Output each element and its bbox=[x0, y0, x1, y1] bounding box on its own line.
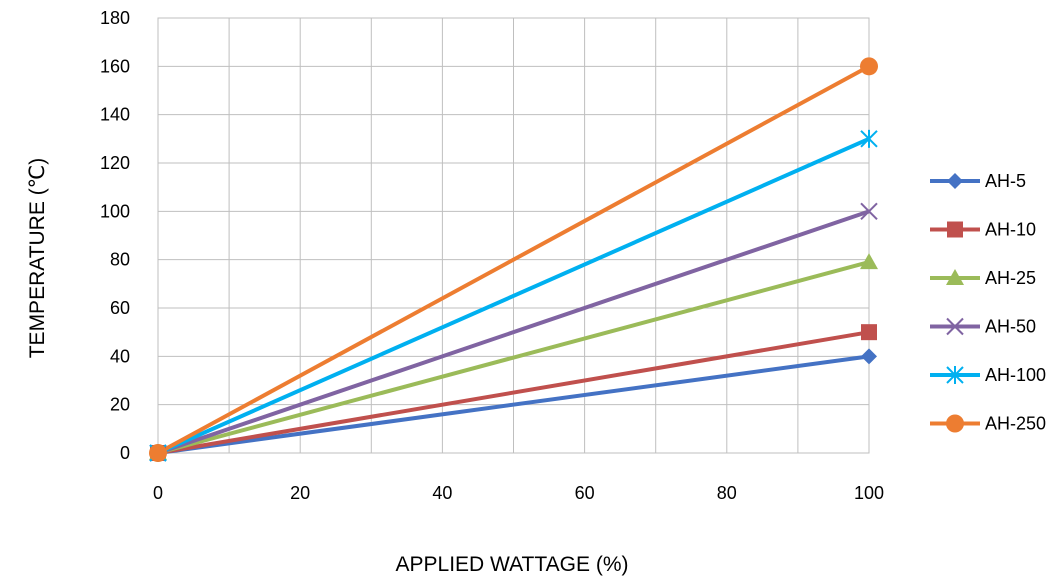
legend-label: AH-100 bbox=[985, 365, 1046, 385]
y-tick-label: 140 bbox=[100, 105, 130, 125]
data-point-ah-250 bbox=[149, 444, 167, 462]
x-tick-label: 100 bbox=[854, 483, 884, 503]
series-line-ah-50 bbox=[157, 209, 870, 455]
legend-label: AH-5 bbox=[985, 171, 1026, 191]
y-tick-label: 20 bbox=[110, 395, 130, 415]
legend-marker bbox=[947, 173, 963, 189]
data-point-ah-5 bbox=[861, 348, 877, 365]
legend-label: AH-50 bbox=[985, 317, 1036, 337]
series-line-ah-5 bbox=[157, 354, 870, 455]
data-point-ah-50 bbox=[860, 202, 878, 221]
grid bbox=[157, 17, 870, 454]
legend-item-ah-10: AH-10 bbox=[930, 220, 1036, 240]
y-tick-label: 120 bbox=[100, 153, 130, 173]
plot-area-border bbox=[157, 17, 870, 454]
y-tick-label: 160 bbox=[100, 56, 130, 76]
y-tick-label: 40 bbox=[110, 346, 130, 366]
legend-item-ah-25: AH-25 bbox=[930, 268, 1036, 288]
legend-label: AH-250 bbox=[985, 414, 1046, 434]
data-point-ah-250 bbox=[860, 57, 878, 76]
legend-marker bbox=[946, 317, 964, 336]
y-axis-title: TEMPERATURE (℃) bbox=[26, 158, 49, 359]
legend-marker bbox=[947, 221, 963, 238]
series-line-ah-250 bbox=[157, 64, 870, 455]
legend-item-ah-5: AH-5 bbox=[930, 171, 1026, 191]
data-point-ah-10 bbox=[861, 324, 877, 341]
x-tick-label: 0 bbox=[153, 483, 163, 503]
legend-item-ah-50: AH-50 bbox=[930, 317, 1036, 337]
series-line-ah-25 bbox=[157, 260, 870, 455]
x-tick-label: 80 bbox=[717, 483, 737, 503]
y-tick-label: 60 bbox=[110, 298, 130, 318]
y-tick-label: 80 bbox=[110, 250, 130, 270]
legend-marker bbox=[946, 414, 964, 433]
data-point-ah-25 bbox=[860, 253, 878, 270]
series-line-ah-10 bbox=[157, 330, 870, 455]
legend-marker bbox=[946, 269, 964, 285]
axes: 0 20 40 60 80 100 120 140 160 180 0 20 40 60 80 100 bbox=[100, 8, 884, 503]
y-tick-label: 180 bbox=[100, 8, 130, 28]
legend-label: AH-25 bbox=[985, 268, 1036, 288]
legend-item-ah-100: AH-100 bbox=[930, 365, 1046, 385]
legend-marker bbox=[946, 366, 964, 384]
x-tick-label: 40 bbox=[432, 483, 452, 503]
x-axis-title: APPLIED WATTAGE (%) bbox=[396, 553, 629, 576]
legend: AH-5 AH-10 AH-25 AH-50 AH-100 AH-250 bbox=[930, 171, 1046, 434]
y-tick-label: 0 bbox=[120, 443, 130, 463]
data-point-ah-100 bbox=[860, 129, 878, 148]
legend-label: AH-10 bbox=[985, 220, 1036, 240]
series-lines bbox=[149, 57, 878, 462]
series-line-ah-100 bbox=[157, 137, 870, 455]
y-tick-label: 100 bbox=[100, 201, 130, 221]
x-tick-label: 20 bbox=[290, 483, 310, 503]
x-tick-label: 60 bbox=[575, 483, 595, 503]
legend-item-ah-250: AH-250 bbox=[930, 414, 1046, 434]
